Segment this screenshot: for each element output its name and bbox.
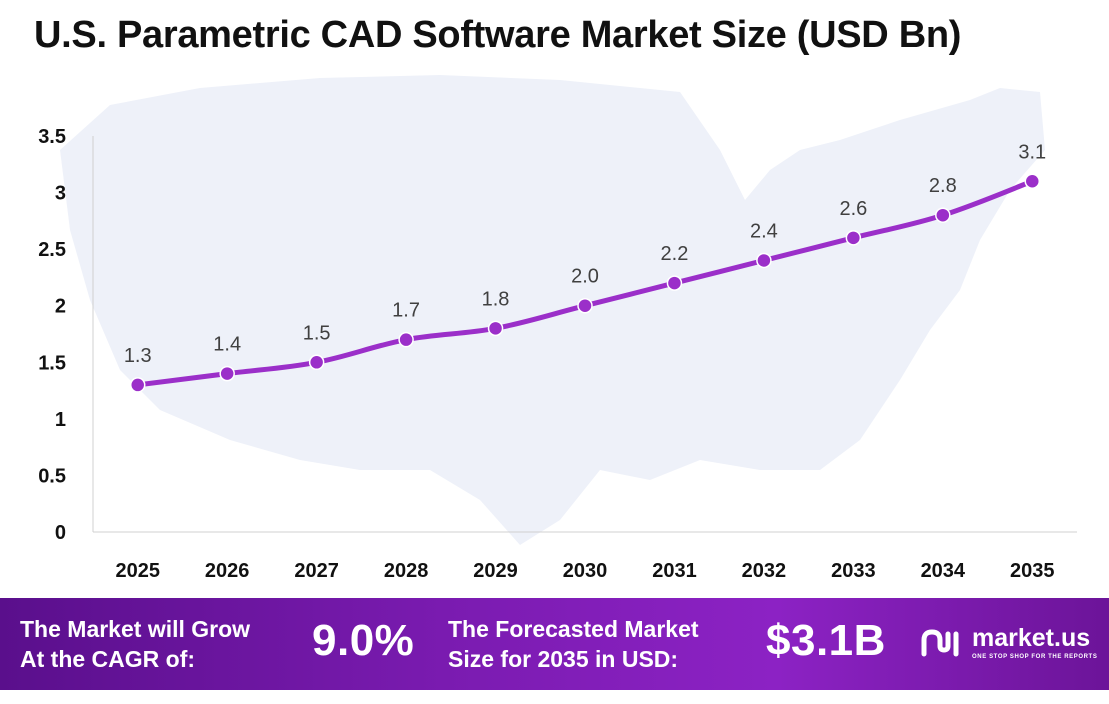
- data-point: [666, 275, 683, 291]
- forecast-label-line2: Size for 2035 in USD:: [448, 646, 679, 672]
- data-point: [487, 320, 504, 337]
- data-label: 1.7: [392, 300, 420, 322]
- cagr-label-line2: At the CAGR of:: [20, 646, 196, 672]
- market-us-logo-icon: [921, 629, 959, 657]
- y-tick-label: 3: [55, 183, 66, 205]
- data-label: 2.4: [750, 220, 778, 242]
- line-chart: 0 0.5 1 1.5 2 2.5 3 3.5 2025 2026 2027 2028 2029 203…: [38, 75, 1077, 582]
- forecast-value: $3.1B: [766, 616, 886, 665]
- forecast-label-line1: The Forecasted Market: [448, 616, 699, 642]
- data-label: 2.2: [661, 243, 689, 265]
- y-tick-label: 0: [55, 522, 66, 544]
- y-tick-label: 1: [55, 409, 66, 431]
- data-label: 3.1: [1018, 141, 1046, 163]
- cagr-label-line1: The Market will Grow: [20, 616, 251, 642]
- us-map-background: [60, 75, 1045, 545]
- y-tick-label: 1.5: [38, 352, 66, 374]
- data-point: [1024, 173, 1041, 190]
- x-tick-label: 2027: [294, 560, 339, 582]
- data-label: 2.0: [571, 266, 599, 288]
- data-label: 1.8: [482, 288, 510, 310]
- x-tick-label: 2028: [384, 560, 429, 582]
- x-tick-label: 2025: [115, 560, 160, 582]
- data-point: [756, 252, 772, 269]
- brand-logo: market.us ONE STOP SHOP FOR THE REPORTS: [918, 622, 1108, 672]
- footer-banner: The Market will Grow At the CAGR of: 9.0…: [0, 598, 1109, 690]
- x-tick-label: 2031: [652, 560, 697, 582]
- x-tick-label: 2030: [563, 560, 608, 582]
- x-axis-ticks: 2025 2026 2027 2028 2029 2030 2031 2032 2033 2034…: [115, 560, 1054, 582]
- data-label: 1.4: [213, 334, 241, 356]
- y-tick-label: 3.5: [38, 126, 66, 148]
- x-tick-label: 2026: [205, 560, 250, 582]
- y-tick-label: 2: [55, 296, 66, 318]
- data-labels: 1.3 1.4 1.5 1.7 1.8 2.0 2.2 2.4 2.6 2.8 3.1: [124, 141, 1046, 367]
- series-points: [129, 173, 1041, 393]
- data-label: 1.5: [303, 322, 331, 344]
- brand-name: market.us: [972, 624, 1091, 652]
- cagr-value: 9.0%: [312, 616, 415, 665]
- x-tick-label: 2033: [831, 560, 876, 582]
- chart-title: U.S. Parametric CAD Software Market Size…: [34, 14, 962, 56]
- data-point: [845, 230, 862, 246]
- y-tick-label: 0.5: [38, 465, 66, 487]
- data-point: [398, 331, 414, 348]
- data-label: 1.3: [124, 345, 152, 367]
- x-tick-label: 2034: [921, 560, 966, 582]
- data-point: [129, 377, 146, 393]
- data-label: 2.8: [929, 175, 957, 197]
- y-axis-ticks: 0 0.5 1 1.5 2 2.5 3 3.5: [38, 126, 66, 544]
- data-point: [577, 297, 593, 314]
- x-tick-label: 2035: [1010, 560, 1055, 582]
- y-tick-label: 2.5: [38, 239, 66, 261]
- data-point: [219, 365, 235, 382]
- x-tick-label: 2032: [742, 560, 787, 582]
- x-tick-label: 2029: [473, 560, 518, 582]
- data-label: 2.6: [839, 198, 867, 220]
- data-point: [935, 207, 951, 223]
- brand-tagline: ONE STOP SHOP FOR THE REPORTS: [972, 654, 1098, 660]
- axes: [92, 136, 1077, 533]
- data-point: [308, 354, 325, 371]
